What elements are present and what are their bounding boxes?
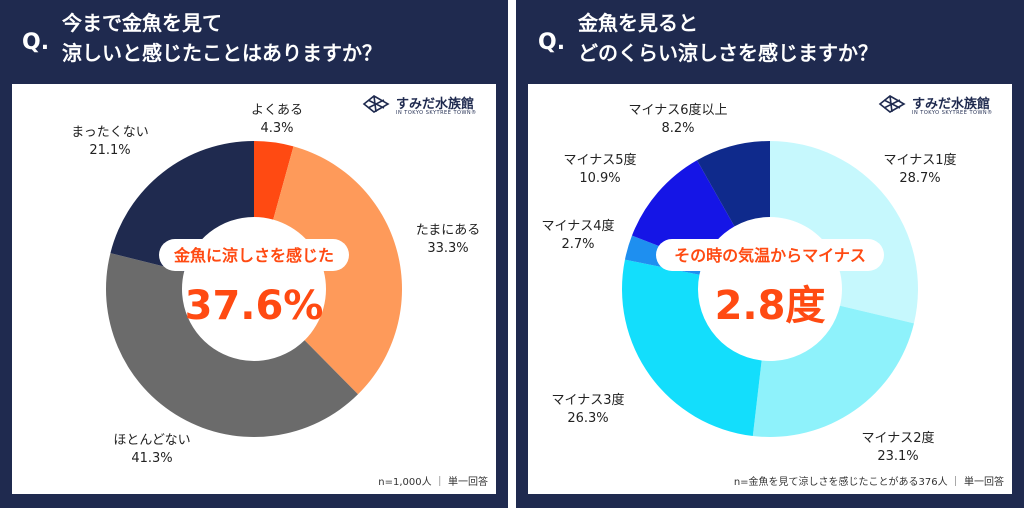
slice-value-label: 10.9% xyxy=(579,171,620,186)
slice-label: まったくない xyxy=(71,125,148,140)
chart-card: マイナス1度 28.7% マイナス2度 23.1% マイナス3度 26.3% マイナス4度 2… xyxy=(528,84,1012,494)
sample-note: n=1,000人 ｜ 単一回答 xyxy=(378,477,488,488)
slice-value-label: 33.3% xyxy=(427,241,468,256)
sample-note: n=金魚を見て涼しさを感じたことがある376人 ｜ 単一回答 xyxy=(733,477,1004,488)
question-line-2: どのくらい涼しさを感じますか？ xyxy=(578,41,878,65)
question-line-1: 金魚を見ると xyxy=(578,11,698,35)
pie-slice xyxy=(273,146,402,395)
slice-label: ほとんどない xyxy=(113,433,190,448)
pie-slice xyxy=(752,305,914,437)
pie-slice xyxy=(622,259,762,436)
center-label-pill xyxy=(656,239,884,271)
slice-value-label: 4.3% xyxy=(260,121,293,136)
slice-value-label: 41.3% xyxy=(131,451,172,466)
center-value: 2.8度 xyxy=(715,283,826,329)
question-text: 金魚を見ると どのくらい涼しさを感じますか？ xyxy=(578,8,878,68)
center-value: 37.6% xyxy=(185,283,324,329)
slice-value-label: 8.2% xyxy=(661,121,694,136)
slice-label: マイナス3度 xyxy=(551,392,624,408)
slice-label: たまにある xyxy=(416,223,481,238)
fish-logo-icon xyxy=(362,95,390,113)
logo: すみだ水族館 IN TOKYO SKYTREE TOWN® xyxy=(878,92,996,118)
center-label: 金魚に涼しさを感じた xyxy=(173,246,334,265)
logo: すみだ水族館 IN TOKYO SKYTREE TOWN® xyxy=(362,92,480,118)
slice-label: よくある xyxy=(251,103,303,118)
right-panel: Q. 金魚を見ると どのくらい涼しさを感じますか？ マイナス1度 28.7% マイナ… xyxy=(516,0,1024,508)
q-mark: Q. xyxy=(538,30,566,55)
chart-card: よくある 4.3% たまにある 33.3% ほとんどない 41.3% まったくない 21.1%… xyxy=(12,84,496,494)
pie-slice xyxy=(254,141,294,220)
pie-slice xyxy=(106,253,358,437)
center-label-pill xyxy=(159,239,349,271)
pie-slice xyxy=(631,160,735,263)
pie-slice xyxy=(697,141,770,227)
left-panel: Q. 今まで金魚を見て 涼しいと感じたことはありますか？ よくある 4.3% たまに… xyxy=(0,0,508,508)
slice-value-label: 21.1% xyxy=(89,143,130,158)
donut-chart: よくある 4.3% たまにある 33.3% ほとんどない 41.3% まったくない 21.1%… xyxy=(71,103,481,466)
slice-label: マイナス5度 xyxy=(563,152,636,168)
slice-value-label: 26.3% xyxy=(567,411,608,426)
logo-subtext: IN TOKYO SKYTREE TOWN® xyxy=(396,110,477,116)
q-mark: Q. xyxy=(22,30,50,55)
slice-label: マイナス2度 xyxy=(861,430,934,446)
question-text: 今まで金魚を見て 涼しいと感じたことはありますか？ xyxy=(62,8,382,68)
slice-value-label: 23.1% xyxy=(877,449,918,464)
slice-label: マイナス4度 xyxy=(541,218,614,234)
slice-value-label: 2.7% xyxy=(561,237,594,252)
pie-slice xyxy=(110,141,254,272)
logo-subtext: IN TOKYO SKYTREE TOWN® xyxy=(912,110,993,116)
question-line-1: 今まで金魚を見て xyxy=(62,11,222,35)
slice-value-label: 28.7% xyxy=(899,171,940,186)
pie-slice xyxy=(770,141,918,324)
logo-text: すみだ水族館 xyxy=(912,97,991,112)
question-line-2: 涼しいと感じたことはありますか？ xyxy=(62,41,382,65)
fish-logo-icon xyxy=(878,95,906,113)
donut-chart: マイナス1度 28.7% マイナス2度 23.1% マイナス3度 26.3% マイナス4度 2… xyxy=(541,102,956,464)
slice-label: マイナス1度 xyxy=(883,152,956,168)
slice-label: マイナス6度以上 xyxy=(628,102,727,118)
center-label: その時の気温からマイナス xyxy=(674,246,866,265)
logo-text: すみだ水族館 xyxy=(396,97,475,112)
